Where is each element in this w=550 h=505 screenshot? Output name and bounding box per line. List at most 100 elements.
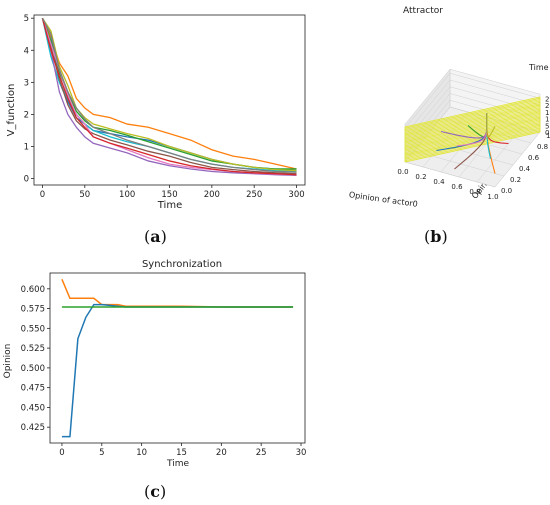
y-axis-label: V_function xyxy=(6,84,17,137)
x-tick-label: 300 xyxy=(288,190,304,200)
grid-line xyxy=(404,93,451,149)
x-tick-label: 0 xyxy=(59,448,64,458)
attractor-plane-line xyxy=(404,97,541,129)
series-line-6 xyxy=(41,18,297,176)
series-line-0 xyxy=(61,279,294,308)
y-tick-label: 0.600 xyxy=(21,285,45,295)
attractor-plane-line xyxy=(404,104,541,136)
y-tick-label: 0.0 xyxy=(501,187,512,195)
x-tick-label: 15 xyxy=(176,448,187,458)
grid-line xyxy=(449,79,541,106)
attractor-plane-line xyxy=(404,128,541,160)
series-line-4 xyxy=(41,18,297,177)
z-tick-label: 5 xyxy=(545,122,549,130)
y-tick-label: 0.525 xyxy=(21,344,45,354)
panel-label-a: (a) xyxy=(144,227,167,246)
x-tick-label: 150 xyxy=(161,190,177,200)
x-tick-label: 100 xyxy=(119,190,135,200)
series-line-8 xyxy=(41,18,297,176)
x-tick-label: 200 xyxy=(204,190,220,200)
attractor-plane-line xyxy=(404,130,541,162)
y-tick-label: 0.450 xyxy=(21,403,45,413)
attractor-plane-line xyxy=(404,120,541,152)
z-tick-label: 15 xyxy=(545,109,550,117)
x-tick-label: 0.6 xyxy=(451,183,463,191)
attractor-plane-line xyxy=(404,107,541,139)
x-tick-label: 25 xyxy=(256,448,267,458)
x-tick-label: 1.0 xyxy=(487,193,498,201)
attractor-plane-line xyxy=(404,119,541,151)
attractor-plane-line xyxy=(404,116,541,148)
x-axis-label: Opinion of actor0 xyxy=(348,190,418,209)
x-tick-label: 5 xyxy=(99,448,104,458)
attractor-plane-line xyxy=(404,111,541,143)
grid-line xyxy=(449,93,541,119)
grid-line xyxy=(494,131,541,188)
y-tick-label: 0.575 xyxy=(21,305,45,315)
y-tick-label: 0.8 xyxy=(537,143,548,151)
x-tick-label: 30 xyxy=(296,448,307,458)
attractor-plane-line xyxy=(404,118,541,149)
x-tick-label: 10 xyxy=(136,448,147,458)
attractor-plane-line xyxy=(404,112,541,144)
grid-line xyxy=(404,79,451,136)
x-tick-label: 0.2 xyxy=(415,173,426,181)
attractor-plane-line xyxy=(404,109,541,141)
attractor-plane-line xyxy=(404,115,541,147)
y-tick-label: 0.2 xyxy=(510,176,521,184)
synchronization-chart: Synchronization Opinion Time 0 5 10 15 20 25 3… xyxy=(3,259,307,468)
series-line-1 xyxy=(61,303,294,438)
attractor-plane-line xyxy=(404,108,541,140)
series-line-0 xyxy=(41,17,297,170)
y-axis-label: Opinion xyxy=(3,344,13,379)
attractor-plane-line xyxy=(404,124,541,156)
x-axis-label: Time xyxy=(157,200,182,211)
attractor-plane-line xyxy=(404,96,541,128)
chart-title: Attractor xyxy=(403,6,443,16)
x-tick-label: 250 xyxy=(246,190,262,200)
series-line-9 xyxy=(41,17,297,173)
y-tick-label: 0 xyxy=(24,175,29,185)
z-tick-label: 25 xyxy=(545,95,550,103)
series-line-7 xyxy=(41,17,297,172)
y-tick-label: 0.500 xyxy=(21,364,45,374)
attractor-plane-line xyxy=(404,103,541,135)
attractor-plane-line xyxy=(404,100,541,132)
y-tick-label: 0.425 xyxy=(21,423,45,433)
z-tick-label: 10 xyxy=(545,116,550,124)
grid-line xyxy=(404,73,451,129)
panel-label-b: (b) xyxy=(424,227,448,246)
attractor-plane-line xyxy=(404,99,541,131)
y-tick-label: 0.4 xyxy=(519,165,531,173)
attractor-plane-line xyxy=(404,126,541,158)
y-tick-label: 0.475 xyxy=(21,384,45,394)
x-tick-label: 0.8 xyxy=(469,188,480,196)
y-tick-label: 1 xyxy=(24,143,29,153)
attractor-plane-line xyxy=(404,105,541,137)
x-tick-label: 0 xyxy=(40,190,45,200)
x-tick-label: 0.0 xyxy=(397,168,408,176)
y-tick-label: 2 xyxy=(24,110,29,120)
x-tick-label: 0.4 xyxy=(433,178,445,186)
attractor-plane-line xyxy=(404,123,541,155)
z-tick-label: 0 xyxy=(545,129,549,137)
z-axis-label: Time xyxy=(528,63,549,72)
v-function-chart: V_function Time 0 50 100 150 200 250 300 0 1 2 3 4 5 xyxy=(6,14,306,211)
attractor-plane-line xyxy=(404,131,541,163)
y-tick-label: 0.6 xyxy=(528,154,540,162)
panel-label-c: (c) xyxy=(144,482,167,501)
grid-line xyxy=(449,86,541,112)
x-tick-label: 20 xyxy=(216,448,227,458)
grid-line xyxy=(449,73,541,99)
y-tick-label: 3 xyxy=(24,78,29,88)
y-tick-label: 1.0 xyxy=(546,132,550,140)
x-tick-label: 50 xyxy=(79,190,90,200)
grid-line xyxy=(404,161,496,188)
chart-title: Synchronization xyxy=(142,259,222,270)
attractor-3d-chart: Attractor Opinion of actor0 Opinion of a… xyxy=(348,6,550,209)
z-tick-label: 20 xyxy=(545,102,550,110)
trajectory-line xyxy=(486,113,496,138)
y-tick-label: 4 xyxy=(24,46,29,56)
y-tick-label: 5 xyxy=(24,14,29,24)
series-line-5 xyxy=(41,18,297,175)
